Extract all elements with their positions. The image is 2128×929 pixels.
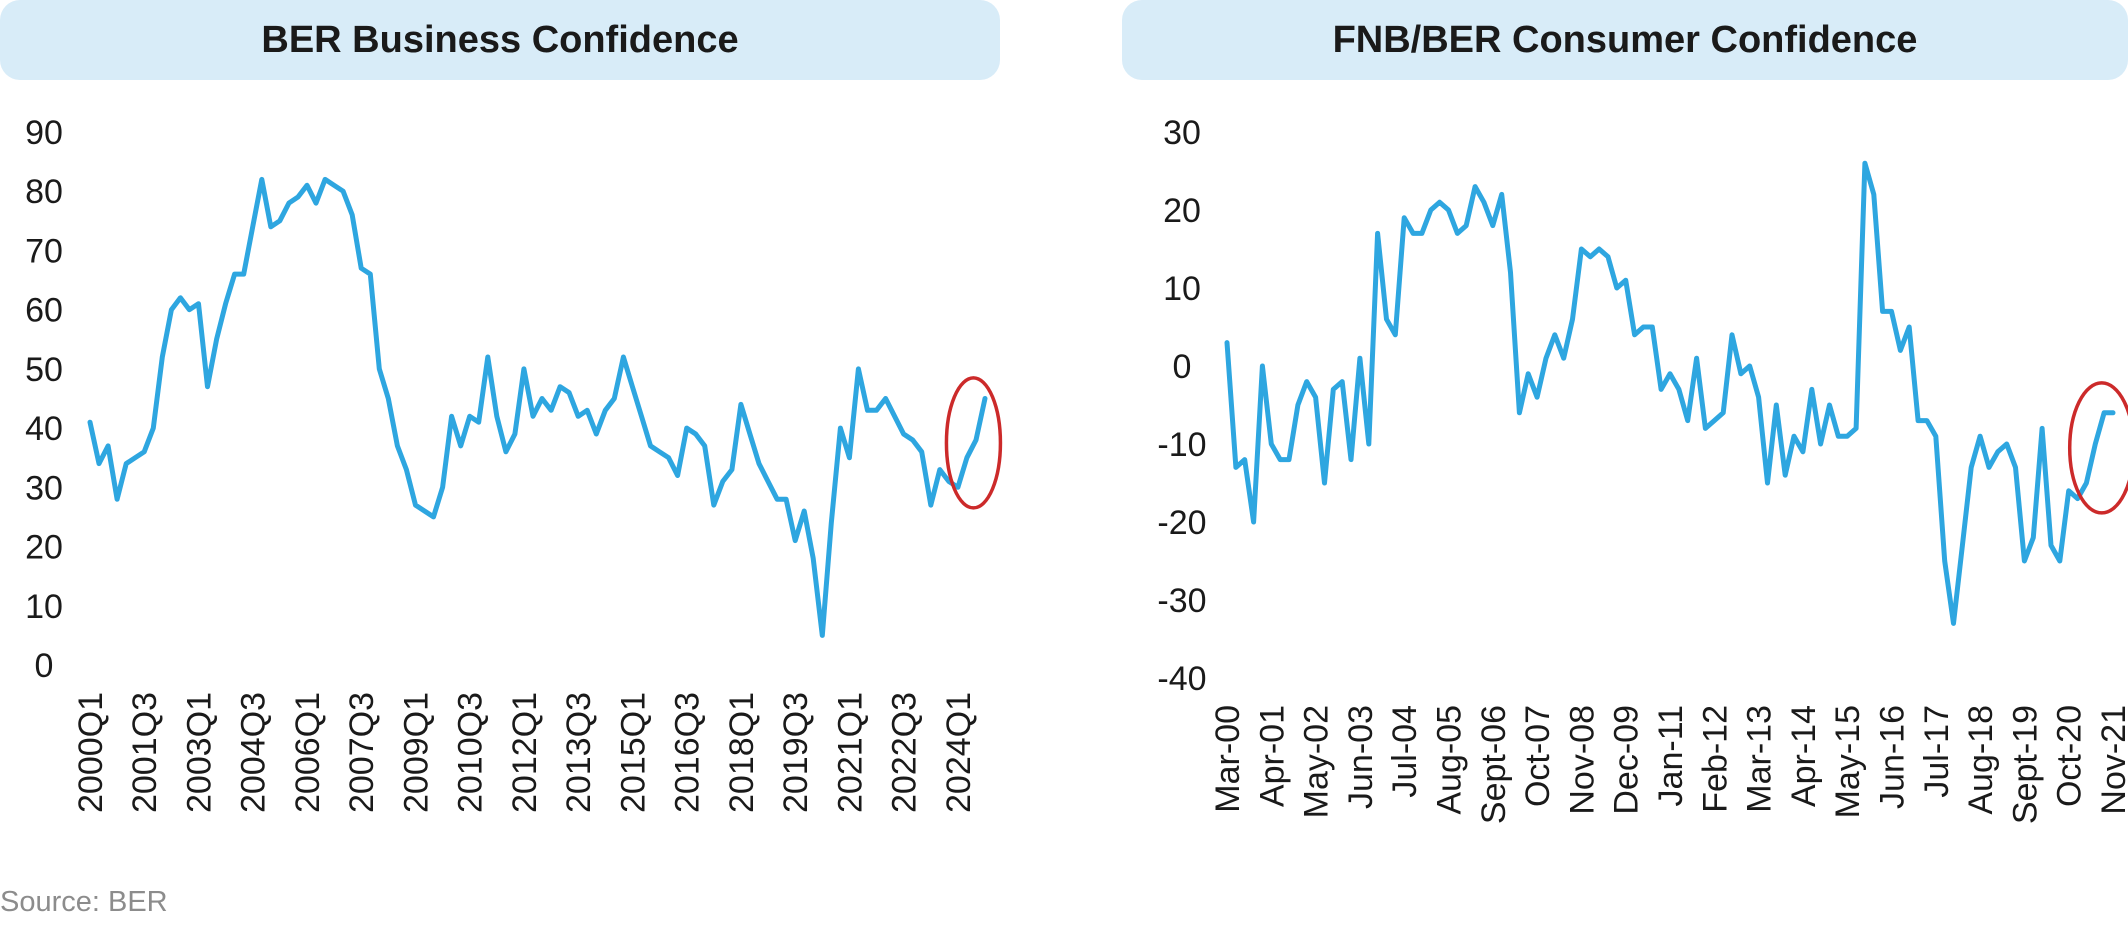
business-confidence-chart: 0 10 20 30 40 50 60 70 80 90 2000Q1 2001Q3 2003Q1 200… [25, 114, 1003, 813]
x-tick-label: Dec-09 [1608, 705, 1646, 815]
y-tick-label: -10 [1157, 426, 1206, 464]
series-line [1224, 160, 2116, 626]
x-tick-label: Oct-20 [2051, 705, 2089, 807]
consumer-confidence-title: FNB/BER Consumer Confidence [1122, 0, 2128, 80]
y-tick-label: -30 [1157, 582, 1206, 620]
x-tick-label: Nov-08 [1563, 705, 1601, 815]
x-tick-label: 2015Q1 [614, 692, 652, 813]
y-tick-label: 30 [25, 469, 63, 507]
x-tick-label: 2010Q3 [452, 692, 490, 813]
x-tick-label: 2004Q3 [235, 692, 273, 813]
x-tick-label: Mar-00 [1209, 705, 1247, 813]
x-tick-label: 2016Q3 [669, 692, 707, 813]
y-tick-label: 10 [25, 588, 63, 626]
business-confidence-title: BER Business Confidence [0, 0, 1000, 80]
y-tick-label: 10 [1163, 270, 1201, 308]
x-tick-label: Jun-03 [1342, 705, 1380, 809]
y-tick-label: 20 [25, 529, 63, 567]
x-tick-label: 2012Q1 [506, 692, 544, 813]
x-tick-label: Sept-19 [2006, 705, 2044, 824]
x-tick-label: 2006Q1 [289, 692, 327, 813]
x-tick-label: Oct-07 [1519, 705, 1557, 807]
x-tick-label: Sept-06 [1475, 705, 1513, 824]
x-tick-label: Apr-01 [1253, 705, 1291, 807]
y-tick-label: -40 [1157, 660, 1206, 698]
x-tick-label: Mar-13 [1741, 705, 1779, 813]
x-tick-label: 2007Q3 [343, 692, 381, 813]
y-tick-label: 50 [25, 351, 63, 389]
y-tick-label: 70 [25, 232, 63, 270]
x-tick-label: Jul-17 [1918, 705, 1956, 798]
x-tick-label: Nov-21 [2095, 705, 2128, 815]
x-tick-label: Apr-14 [1785, 705, 1823, 807]
x-tick-label: Jun-16 [1874, 705, 1912, 809]
x-tick-label: Feb-12 [1696, 705, 1734, 813]
series-line [87, 176, 988, 638]
x-tick-label: 2024Q1 [940, 692, 978, 813]
x-tick-label: Aug-05 [1431, 705, 1469, 815]
highlight-ellipse [944, 376, 1003, 510]
x-tick-label: 2001Q3 [126, 692, 164, 813]
x-tick-label: May-15 [1829, 705, 1867, 818]
x-tick-label: 2019Q3 [777, 692, 815, 813]
x-tick-label: 2003Q1 [180, 692, 218, 813]
y-tick-label: 40 [25, 410, 63, 448]
y-tick-label: 0 [35, 647, 54, 685]
x-tick-label: 2021Q1 [831, 692, 869, 813]
y-tick-label: 90 [25, 114, 63, 152]
x-tick-label: 2000Q1 [72, 692, 110, 813]
x-tick-label: 2009Q1 [397, 692, 435, 813]
y-tick-label: 0 [1173, 348, 1192, 386]
y-tick-label: 60 [25, 292, 63, 330]
source-note: Source: BER [0, 886, 168, 918]
y-tick-label: 20 [1163, 192, 1201, 230]
x-tick-label: 2013Q3 [560, 692, 598, 813]
x-tick-label: May-02 [1298, 705, 1336, 818]
highlight-ellipse [2067, 381, 2128, 515]
y-tick-label: 80 [25, 173, 63, 211]
x-tick-label: Jan-11 [1652, 705, 1690, 806]
x-tick-label: Jul-04 [1386, 705, 1424, 798]
x-tick-label: 2022Q3 [886, 692, 924, 813]
y-tick-label: 30 [1163, 114, 1201, 152]
y-tick-label: -20 [1157, 504, 1206, 542]
x-tick-label: Aug-18 [1962, 705, 2000, 815]
x-tick-label: 2018Q1 [723, 692, 761, 813]
